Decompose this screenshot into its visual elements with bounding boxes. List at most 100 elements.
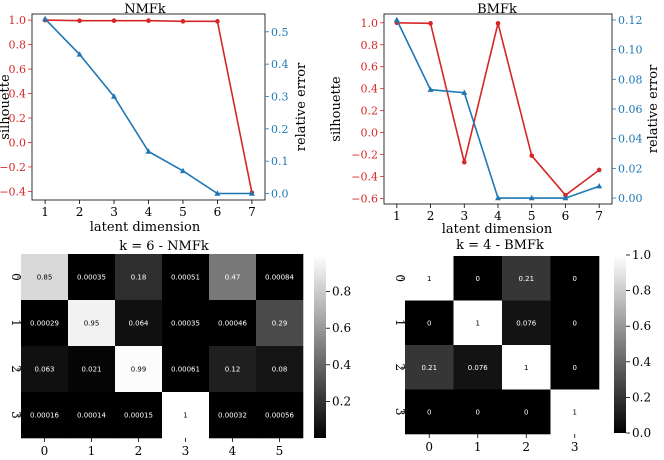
silhouette-point	[77, 18, 82, 24]
left-tick-label: −0.6	[351, 193, 378, 206]
colorbar-tick-label: 1.0	[632, 248, 651, 262]
cell-value-label: 0	[573, 364, 577, 372]
silhouette-line	[45, 19, 253, 193]
x-tick-label: 1	[41, 205, 49, 219]
x-tick-label: 5	[528, 209, 536, 223]
heatmap-cell	[453, 300, 503, 346]
left-tick-label: 0.4	[9, 88, 27, 101]
x-tick-label: 5	[179, 205, 187, 219]
x-tick-label: 4	[229, 444, 237, 458]
cell-value-label: 0.00015	[124, 412, 153, 420]
colorbar	[314, 255, 326, 438]
left-tick-label: 0.8	[361, 39, 379, 52]
cell-value-label: 0.99	[131, 366, 147, 374]
cell-value-label: 0.00014	[77, 412, 106, 420]
right-tick-label: 0.00	[618, 192, 643, 205]
left-axis-ticks: −0.6 −0.4 −0.2 0.0 0.2 0.4 0.6 0.8 1.0	[351, 17, 384, 206]
right-tick-label: 0.3	[271, 90, 289, 103]
right-tick-label: 0.0	[271, 188, 289, 201]
relative-error-point	[76, 51, 83, 57]
x-tick-label: 2	[135, 444, 143, 458]
y-tick-label: 3	[393, 408, 407, 416]
right-tick-label: 0.04	[618, 133, 643, 146]
heatmap-cell	[550, 256, 600, 301]
heatmap-cell	[115, 392, 163, 439]
heatmap-cell	[21, 254, 69, 301]
cell-value-label: 0	[476, 275, 480, 283]
cell-value-label: 1	[476, 319, 480, 327]
chart-title: BMFk	[477, 2, 517, 17]
cell-value-label: 0.21	[421, 364, 437, 372]
left-tick-label: −0.2	[0, 161, 26, 174]
left-tick-label: 0.2	[361, 105, 379, 118]
heatmap-cell	[68, 346, 116, 393]
cell-value-label: 0.076	[516, 319, 537, 327]
cell-value-label: 0.47	[225, 274, 241, 282]
cell-value-label: 0.00051	[171, 274, 200, 282]
cell-value-label: 1	[183, 412, 187, 420]
colorbar-tick-label: 0.2	[632, 390, 651, 404]
cell-value-label: 0.00084	[265, 274, 294, 282]
relative-error-line	[396, 19, 600, 199]
y-tick-label: 3	[9, 411, 23, 419]
cell-value-label: 1	[573, 408, 577, 416]
colorbar-tick-label: 0.2	[332, 394, 351, 408]
cell-value-label: 0.08	[272, 366, 288, 374]
series-layer	[42, 15, 255, 196]
silhouette-point	[215, 19, 220, 24]
left-tick-label: −0.4	[351, 171, 378, 184]
heatmap-cell	[502, 389, 551, 435]
cell-value-label: 0	[427, 408, 431, 416]
x-tick-label: 1	[88, 444, 96, 458]
x-tick-label: 3	[460, 209, 468, 223]
right-tick-label: 0.10	[618, 44, 643, 57]
heatmap-cell	[68, 300, 116, 347]
left-tick-label: 0.8	[9, 39, 27, 52]
colorbar	[614, 255, 626, 433]
cell-value-label: 0.00032	[218, 412, 247, 420]
left-tick-label: 0.6	[361, 61, 379, 74]
left-axis-label: silhouette	[329, 76, 344, 142]
left-axis-ticks: −0.4 −0.2 0.0 0.2 0.4 0.6 0.8 1.0	[0, 14, 32, 198]
left-tick-label: 0.2	[9, 112, 27, 125]
heatmap-cells: 0.85 0.00035 0.18 0.00051 0.47 0.00084 0.00029…	[21, 254, 304, 439]
cell-value-label: 0.95	[84, 320, 100, 328]
cell-value-label: 0.00046	[218, 320, 247, 328]
right-tick-label: 0.08	[618, 73, 643, 86]
heatmap-cell	[502, 300, 551, 346]
x-tick-label: 4	[145, 205, 153, 219]
heatmap-cell	[405, 389, 454, 435]
x-axis-ticks: 0 1 2 3	[425, 434, 579, 454]
left-axis-label: silhouette	[0, 74, 13, 140]
cell-value-label: 0.00035	[171, 320, 200, 328]
heatmap-cell	[502, 345, 551, 390]
colorbar-ticks: 0.0 0.2 0.4 0.6 0.8 1.0	[626, 248, 651, 440]
cell-value-label: 1	[524, 364, 528, 372]
relative-error-point	[427, 86, 434, 92]
silhouette-point	[461, 159, 467, 165]
heatmap-cell	[405, 300, 454, 346]
heatmap-cell	[256, 254, 304, 301]
heatmap-cell	[162, 346, 210, 393]
y-tick-label: 1	[9, 319, 23, 327]
heatmap-cell	[453, 345, 503, 390]
x-tick-label: 6	[562, 209, 570, 223]
heatmap-cell	[162, 392, 210, 439]
left-tick-label: 0.4	[361, 83, 379, 96]
left-tick-label: 1.0	[9, 14, 27, 27]
colorbar-tick-label: 0.4	[332, 358, 351, 372]
relative-error-point	[111, 93, 117, 99]
y-tick-label: 0	[393, 274, 407, 282]
heatmap-cell	[550, 345, 600, 390]
relative-error-point	[248, 190, 255, 196]
heatmap-cell	[550, 300, 600, 346]
colorbar-tick-label: 0.6	[632, 319, 651, 333]
colorbar-tick-label: 0.8	[332, 285, 351, 299]
y-axis-ticks: 0 1 2 3	[9, 273, 23, 419]
heatmap-cell	[115, 346, 163, 393]
heatmap-cell	[21, 346, 69, 393]
heatmap-cell	[68, 392, 116, 439]
relative-error-point	[461, 89, 468, 95]
heatmap-cell	[256, 392, 304, 439]
relative-error-point	[393, 16, 400, 23]
